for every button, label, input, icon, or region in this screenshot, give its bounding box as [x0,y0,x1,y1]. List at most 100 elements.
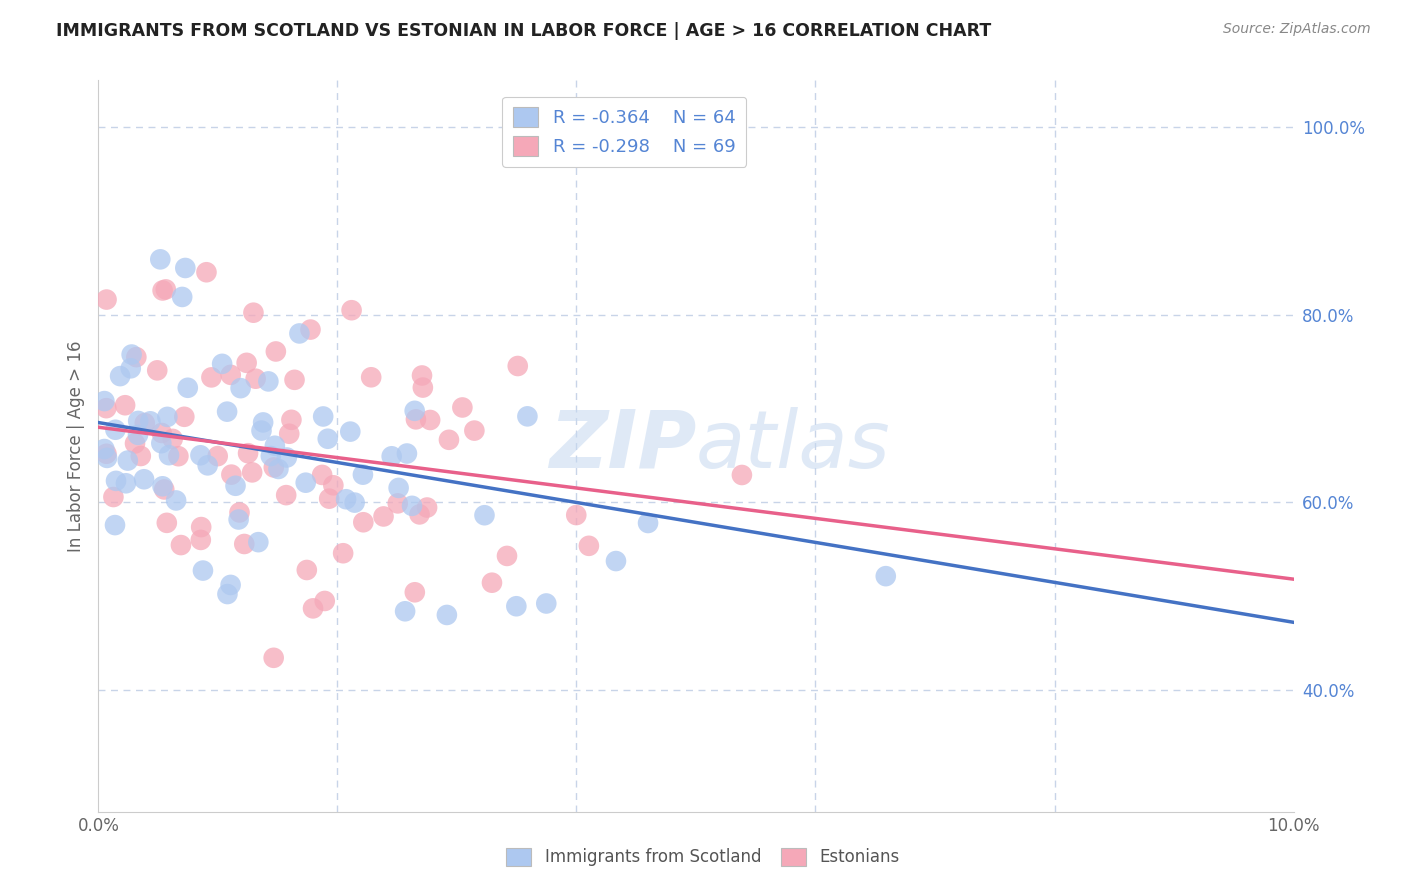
Point [173,409,195,424]
Point [263,439,285,453]
Point [516,409,538,424]
Point [125,350,148,364]
Point [217,587,239,601]
Point [352,467,374,482]
Point [731,467,754,482]
Point [395,446,418,460]
Point [408,508,430,522]
Point [170,538,193,552]
Point [115,476,138,491]
Text: atlas: atlas [696,407,891,485]
Point [339,425,361,439]
Point [875,569,897,583]
Point [104,518,127,533]
Point [104,423,127,437]
Point [437,433,460,447]
Point [190,533,212,547]
Point [156,409,179,424]
Point [132,472,155,486]
Point [167,449,190,463]
Point [235,356,257,370]
Point [152,284,174,298]
Point [578,539,600,553]
Point [124,436,146,450]
Y-axis label: In Labor Force | Age > 16: In Labor Force | Age > 16 [66,340,84,552]
Text: IMMIGRANTS FROM SCOTLAND VS ESTONIAN IN LABOR FORCE | AGE > 16 CORRELATION CHART: IMMIGRANTS FROM SCOTLAND VS ESTONIAN IN … [56,22,991,40]
Point [134,416,156,430]
Point [157,448,180,462]
Point [96,293,118,307]
Point [153,483,176,497]
Point [411,368,433,383]
Point [165,493,187,508]
Point [162,432,184,446]
Point [505,599,527,614]
Point [463,424,485,438]
Point [197,458,219,473]
Point [190,520,212,534]
Point [299,322,322,336]
Point [295,563,318,577]
Point [190,448,212,462]
Point [312,409,335,424]
Point [278,426,301,441]
Legend: Immigrants from Scotland, Estonians: Immigrants from Scotland, Estonians [499,841,907,873]
Point [117,453,139,467]
Point [114,398,136,412]
Point [637,516,659,530]
Point [404,585,426,599]
Point [388,481,411,495]
Point [496,549,519,563]
Point [276,488,298,502]
Point [335,492,357,507]
Point [152,479,174,493]
Point [267,462,290,476]
Point [352,515,374,529]
Point [96,450,118,465]
Point [314,594,336,608]
Point [120,361,142,376]
Point [225,479,247,493]
Point [146,363,169,377]
Point [416,500,439,515]
Point [93,442,115,456]
Point [360,370,382,384]
Point [276,450,298,465]
Point [481,575,503,590]
Point [150,436,173,450]
Legend: R = -0.364    N = 64, R = -0.298    N = 69: R = -0.364 N = 64, R = -0.298 N = 69 [502,96,747,167]
Point [149,252,172,267]
Point [316,432,339,446]
Point [401,499,423,513]
Point [139,414,162,428]
Point [373,509,395,524]
Point [207,449,229,463]
Point [172,290,194,304]
Point [311,467,333,482]
Point [105,474,128,488]
Point [412,380,434,394]
Point [332,546,354,560]
Text: Source: ZipAtlas.com: Source: ZipAtlas.com [1223,22,1371,37]
Point [263,650,285,665]
Point [283,373,305,387]
Point [221,467,243,482]
Point [242,306,264,320]
Point [394,604,416,618]
Point [177,381,200,395]
Point [150,425,173,440]
Point [288,326,311,341]
Point [252,416,274,430]
Point [191,564,214,578]
Point [228,506,250,520]
Point [195,265,218,279]
Point [121,347,143,361]
Point [93,394,115,409]
Point [233,537,256,551]
Point [536,597,558,611]
Point [96,447,118,461]
Text: ZIP: ZIP [548,407,696,485]
Point [127,428,149,442]
Point [200,370,222,384]
Point [451,401,474,415]
